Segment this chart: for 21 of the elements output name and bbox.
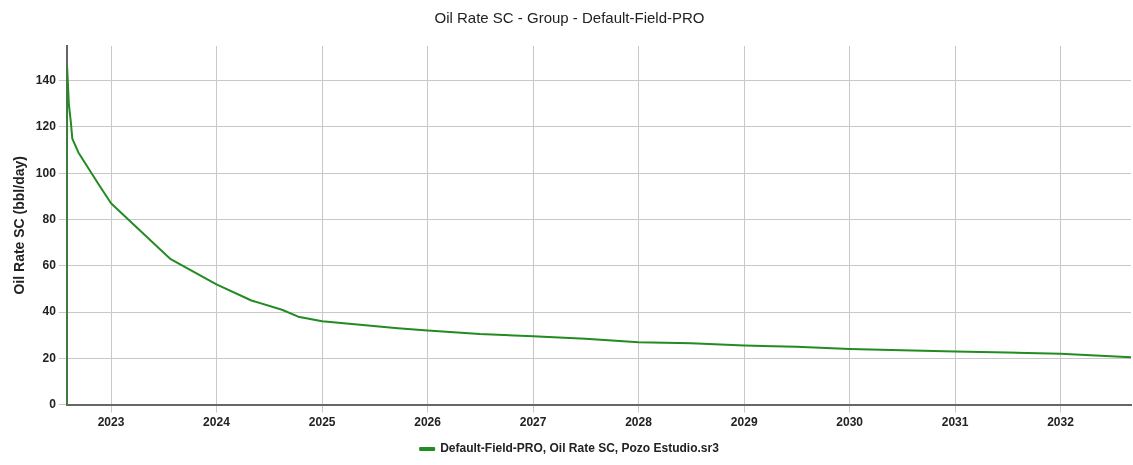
x-tick-label: 2028	[625, 415, 653, 430]
x-tick-label: 2024	[203, 415, 231, 430]
y-tick-label: 60	[42, 258, 57, 273]
y-tick-label: 140	[35, 73, 57, 88]
y-tick-label: 0	[49, 396, 57, 411]
y-tick-label: 100	[35, 165, 57, 180]
chart-title: Oil Rate SC - Group - Default-Field-PRO	[434, 9, 705, 27]
y-tick-label: 20	[42, 350, 57, 365]
y-tick-label: 120	[35, 119, 57, 134]
x-tick-label: 2026	[414, 415, 442, 430]
y-tick-label: 80	[42, 211, 57, 226]
x-tick-label: 2025	[308, 415, 336, 430]
x-tick-label: 2023	[97, 415, 125, 430]
x-tick-label: 2030	[836, 415, 864, 430]
x-tick-label: 2032	[1047, 415, 1075, 430]
x-tick-label: 2029	[730, 415, 758, 430]
x-tick-label: 2031	[941, 415, 969, 430]
legend-label: Default-Field-PRO, Oil Rate SC, Pozo Estudio.sr3	[440, 441, 720, 456]
y-axis-title: Oil Rate SC (bbl/day)	[11, 156, 28, 295]
y-tick-label: 40	[42, 304, 57, 319]
x-tick-label: 2027	[519, 415, 547, 430]
